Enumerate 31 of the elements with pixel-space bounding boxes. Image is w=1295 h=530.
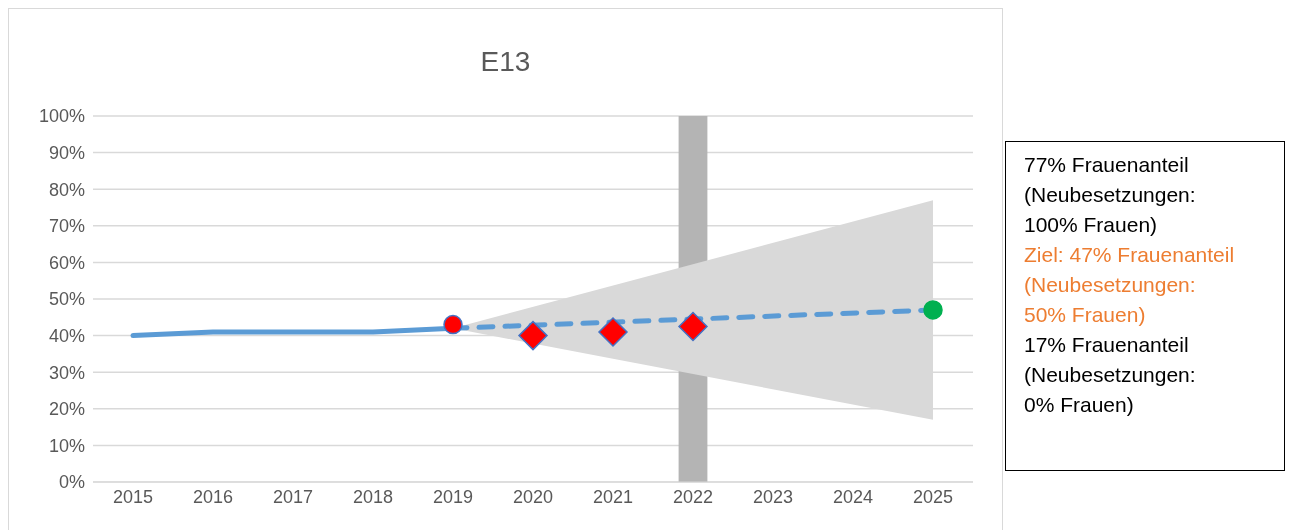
x-tick-label: 2017: [272, 486, 314, 507]
point: [443, 314, 463, 335]
x-tick-label: 2019: [432, 486, 474, 507]
point: [923, 300, 943, 320]
x-tick-label: 2024: [832, 486, 874, 507]
x-tick-label: 2018: [352, 486, 394, 507]
y-tick-label: 50%: [48, 289, 85, 310]
y-tick-label: 0%: [58, 472, 85, 493]
y-tick-label: 10%: [48, 435, 85, 456]
y-tick-label: 100%: [38, 106, 85, 127]
y-tick-label: 90%: [48, 142, 85, 163]
y-tick-label: 30%: [48, 362, 85, 383]
y-tick-label: 60%: [48, 252, 85, 273]
y-tick-label: 80%: [48, 179, 85, 200]
y-tick-label: 40%: [48, 325, 85, 346]
y-tick-label: 20%: [48, 399, 85, 420]
point: [678, 311, 708, 342]
text: 77% Frauenanteil (Neubesetzungen: 100% Frauen): [1024, 152, 1197, 238]
x-tick-label: 2021: [592, 486, 634, 507]
x-tick-label: 2020: [512, 486, 554, 507]
point: [598, 317, 628, 347]
x-tick-label: 2016: [192, 486, 234, 507]
x-tick-label: 2015: [112, 486, 154, 507]
y-tick-label: 70%: [48, 216, 85, 237]
x-tick-label: 2023: [752, 486, 794, 507]
x-tick-label: 2025: [912, 486, 954, 507]
x-tick-label: 2022: [672, 486, 714, 507]
point: [518, 320, 548, 351]
text: 17% Frauenanteil (Neubesetzungen: 0% Frauen): [1024, 332, 1197, 418]
text: Ziel: 47% Frauenanteil (Neubesetzungen: 50% Frauen): [1024, 242, 1236, 328]
chart-title: E13: [479, 46, 532, 78]
